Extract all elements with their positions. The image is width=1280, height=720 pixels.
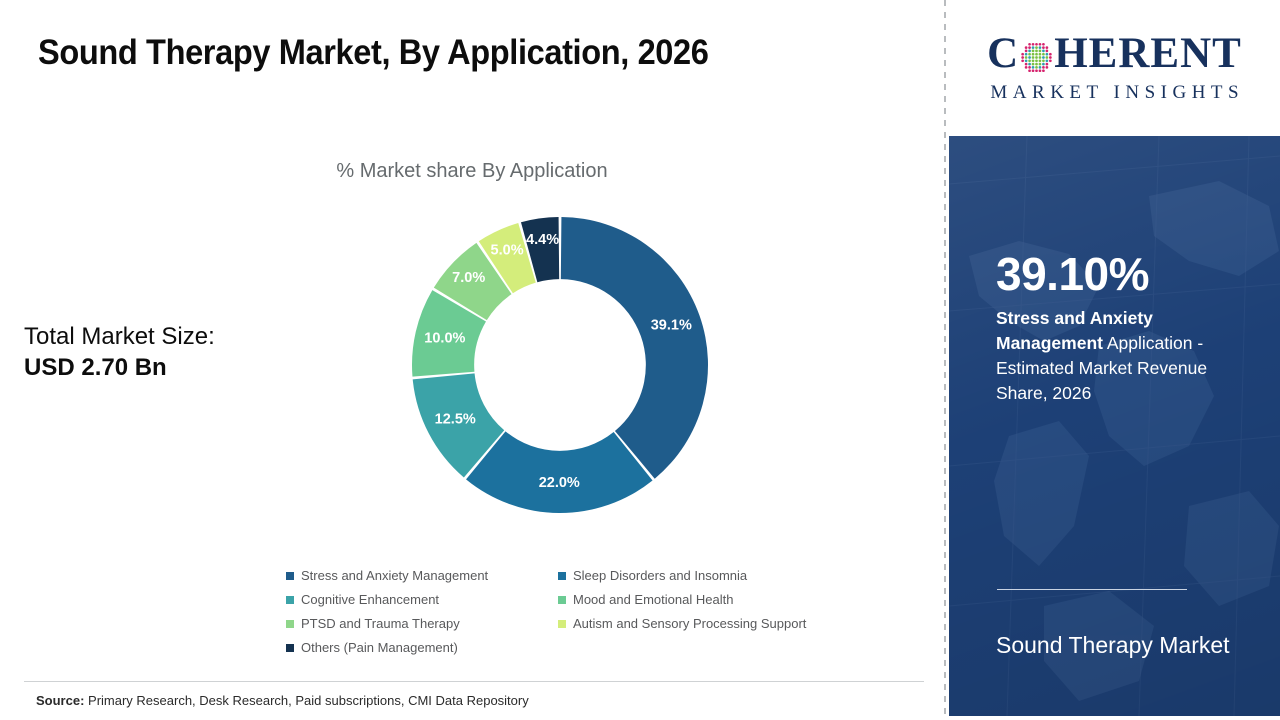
logo-wordmark: C HERENT — [969, 32, 1261, 75]
donut-slice-labels: 39.1% 22.0% 12.5% 10.0% 7.0% 5.0%4.4% — [424, 232, 692, 491]
highlight-stat-block: 39.10% Stress and Anxiety Management App… — [996, 250, 1254, 406]
legend-item-label: PTSD and Trauma Therapy — [301, 616, 460, 631]
legend-swatch-icon — [558, 595, 566, 604]
company-logo: C HERENT MARKET INSIGHTS — [949, 4, 1280, 132]
source-text: Primary Research, Desk Research, Paid su… — [84, 693, 529, 708]
donut-slice-label: 5.0% — [491, 243, 524, 259]
page-title: Sound Therapy Market, By Application, 20… — [38, 33, 709, 72]
legend-item[interactable]: Stress and Anxiety Management — [286, 568, 558, 583]
legend-swatch-icon — [286, 595, 294, 604]
total-market-size-label: Total Market Size: — [24, 323, 215, 350]
highlight-divider — [997, 589, 1187, 590]
market-brand-name: Sound Therapy Market — [996, 632, 1230, 658]
legend-swatch-icon — [558, 619, 566, 628]
world-map-background — [949, 136, 1280, 716]
total-market-size-block: Total Market Size: USD 2.70 Bn — [24, 322, 215, 383]
legend-swatch-icon — [286, 619, 294, 628]
donut-slice-label: 22.0% — [539, 475, 580, 491]
logo-letter-c: C — [987, 30, 1020, 77]
left-content-panel: Sound Therapy Market, By Application, 20… — [24, 33, 924, 708]
highlight-description: Stress and Anxiety Management Applicatio… — [996, 306, 1254, 405]
donut-slice — [466, 431, 653, 513]
highlight-segment-name: Stress and Anxiety Management — [996, 308, 1153, 354]
legend-item[interactable]: Autism and Sensory Processing Support — [558, 616, 886, 631]
legend-item[interactable]: PTSD and Trauma Therapy — [286, 616, 558, 631]
source-label: Source: — [36, 693, 85, 708]
donut-slice-label: 4.4% — [526, 232, 559, 248]
legend-item-label: Stress and Anxiety Management — [301, 568, 489, 583]
donut-slice — [433, 242, 512, 321]
donut-slices — [412, 217, 708, 513]
highlight-description-rest: Application - Estimated Market Revenue S… — [996, 333, 1208, 403]
legend-item-label: Autism and Sensory Processing Support — [573, 616, 807, 631]
source-note: Source: Primary Research, Desk Research,… — [36, 693, 529, 708]
donut-slice — [412, 373, 505, 478]
total-market-size-value: USD 2.70 Bn — [24, 353, 167, 381]
legend-swatch-icon — [286, 643, 294, 652]
logo-letters-herent: HERENT — [1054, 30, 1242, 77]
highlight-panel: 39.10% Stress and Anxiety Management App… — [949, 136, 1280, 716]
legend-item[interactable]: Cognitive Enhancement — [286, 592, 558, 607]
legend-item[interactable]: Others (Pain Management) — [286, 640, 558, 655]
donut-slice-label: 12.5% — [435, 412, 476, 428]
logo-inner: C HERENT MARKET INSIGHTS — [969, 32, 1261, 104]
source-divider — [24, 681, 924, 682]
legend-item-label: Others (Pain Management) — [301, 640, 458, 655]
donut-slice — [560, 217, 708, 479]
legend-item-label: Cognitive Enhancement — [301, 592, 440, 607]
right-sidebar-panel: C HERENT MARKET INSIGHTS — [949, 0, 1280, 720]
legend-item-label: Sleep Disorders and Insomnia — [573, 568, 748, 583]
panel-divider — [944, 0, 946, 720]
highlight-percent: 39.10% — [996, 248, 1150, 300]
donut-slice-label: 7.0% — [452, 270, 485, 286]
donut-slice — [520, 217, 560, 283]
donut-slice-label: 39.1% — [651, 317, 692, 333]
chart-subtitle: % Market share By Application — [336, 160, 608, 182]
donut-chart: 39.1% 22.0% 12.5% 10.0% 7.0% 5.0% 4.4% — [410, 215, 710, 515]
legend-item[interactable]: Mood and Emotional Health — [558, 592, 886, 607]
donut-slice-label: 10.0% — [424, 330, 465, 346]
legend-swatch-icon — [558, 571, 566, 580]
globe-dots-icon — [1020, 39, 1053, 73]
legend-item[interactable]: Sleep Disorders and Insomnia — [558, 568, 886, 583]
chart-legend: Stress and Anxiety Management Sleep Disor… — [286, 568, 886, 655]
donut-chart-svg: 39.1% 22.0% 12.5% 10.0% 7.0% 5.0%4.4% — [412, 217, 708, 513]
panel-sheen — [949, 136, 1280, 716]
logo-tagline: MARKET INSIGHTS — [990, 82, 1245, 103]
legend-swatch-icon — [286, 571, 294, 580]
legend-item-label: Mood and Emotional Health — [573, 592, 734, 607]
donut-slice — [412, 290, 486, 377]
donut-slice — [478, 223, 536, 294]
